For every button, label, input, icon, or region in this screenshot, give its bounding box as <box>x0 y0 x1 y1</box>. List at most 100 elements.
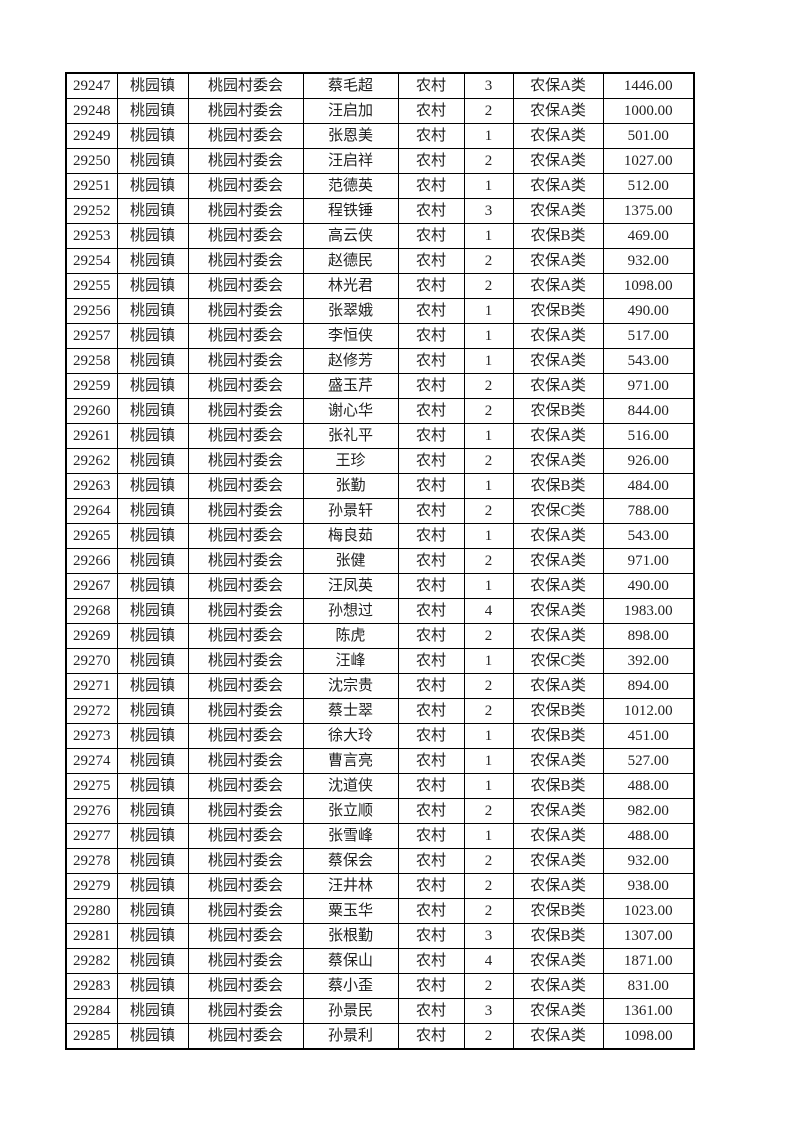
cell-village-committee: 桃园村委会 <box>187 773 304 799</box>
cell-record-id: 29268 <box>65 598 118 624</box>
cell-town: 桃园镇 <box>116 498 189 524</box>
cell-amount: 1000.00 <box>602 98 695 124</box>
cell-village-committee: 桃园村委会 <box>187 798 304 824</box>
cell-person-name: 张雪峰 <box>302 823 399 849</box>
cell-household-type: 农村 <box>397 148 465 174</box>
cell-person-name: 张礼平 <box>302 423 399 449</box>
cell-person-name: 蔡保山 <box>302 948 399 974</box>
cell-village-committee: 桃园村委会 <box>187 923 304 949</box>
pension-table: 29247 桃园镇 桃园村委会 蔡毛超 农村 3 农保A类 1446.00 29248 桃园镇 桃园… <box>65 72 695 1050</box>
cell-person-count: 1 <box>463 748 514 774</box>
cell-amount: 1023.00 <box>602 898 695 924</box>
table-row: 29249 桃园镇 桃园村委会 张恩美 农村 1 农保A类 501.00 <box>65 123 695 149</box>
cell-household-type: 农村 <box>397 123 465 149</box>
cell-person-count: 1 <box>463 523 514 549</box>
cell-insurance-category: 农保A类 <box>512 948 604 974</box>
cell-village-committee: 桃园村委会 <box>187 148 304 174</box>
cell-person-count: 1 <box>463 473 514 499</box>
cell-record-id: 29277 <box>65 823 118 849</box>
cell-amount: 1361.00 <box>602 998 695 1024</box>
cell-household-type: 农村 <box>397 348 465 374</box>
cell-record-id: 29278 <box>65 848 118 874</box>
table-row: 29273 桃园镇 桃园村委会 徐大玲 农村 1 农保B类 451.00 <box>65 723 695 749</box>
cell-household-type: 农村 <box>397 523 465 549</box>
cell-record-id: 29281 <box>65 923 118 949</box>
cell-town: 桃园镇 <box>116 148 189 174</box>
table-row: 29264 桃园镇 桃园村委会 孙景轩 农村 2 农保C类 788.00 <box>65 498 695 524</box>
cell-village-committee: 桃园村委会 <box>187 573 304 599</box>
cell-amount: 543.00 <box>602 348 695 374</box>
table-row: 29252 桃园镇 桃园村委会 程铁锤 农村 3 农保A类 1375.00 <box>65 198 695 224</box>
cell-record-id: 29265 <box>65 523 118 549</box>
cell-amount: 1307.00 <box>602 923 695 949</box>
cell-person-count: 2 <box>463 148 514 174</box>
cell-amount: 932.00 <box>602 848 695 874</box>
cell-person-name: 张翠娥 <box>302 298 399 324</box>
cell-record-id: 29252 <box>65 198 118 224</box>
cell-household-type: 农村 <box>397 98 465 124</box>
cell-person-name: 沈道侠 <box>302 773 399 799</box>
cell-household-type: 农村 <box>397 573 465 599</box>
cell-village-committee: 桃园村委会 <box>187 898 304 924</box>
table-row: 29262 桃园镇 桃园村委会 王珍 农村 2 农保A类 926.00 <box>65 448 695 474</box>
cell-town: 桃园镇 <box>116 198 189 224</box>
cell-record-id: 29249 <box>65 123 118 149</box>
cell-insurance-category: 农保A类 <box>512 98 604 124</box>
cell-household-type: 农村 <box>397 173 465 199</box>
cell-insurance-category: 农保A类 <box>512 173 604 199</box>
cell-household-type: 农村 <box>397 223 465 249</box>
cell-person-count: 2 <box>463 398 514 424</box>
cell-insurance-category: 农保B类 <box>512 398 604 424</box>
cell-record-id: 29273 <box>65 723 118 749</box>
cell-insurance-category: 农保A类 <box>512 523 604 549</box>
cell-amount: 490.00 <box>602 298 695 324</box>
cell-person-name: 孙想过 <box>302 598 399 624</box>
cell-town: 桃园镇 <box>116 948 189 974</box>
cell-town: 桃园镇 <box>116 398 189 424</box>
cell-town: 桃园镇 <box>116 98 189 124</box>
cell-record-id: 29267 <box>65 573 118 599</box>
cell-record-id: 29254 <box>65 248 118 274</box>
cell-amount: 932.00 <box>602 248 695 274</box>
cell-person-count: 1 <box>463 223 514 249</box>
cell-household-type: 农村 <box>397 1023 465 1050</box>
cell-village-committee: 桃园村委会 <box>187 423 304 449</box>
cell-town: 桃园镇 <box>116 898 189 924</box>
cell-person-count: 2 <box>463 698 514 724</box>
cell-village-committee: 桃园村委会 <box>187 223 304 249</box>
table-row: 29278 桃园镇 桃园村委会 蔡保会 农村 2 农保A类 932.00 <box>65 848 695 874</box>
cell-person-name: 赵德民 <box>302 248 399 274</box>
cell-record-id: 29256 <box>65 298 118 324</box>
cell-amount: 488.00 <box>602 773 695 799</box>
cell-record-id: 29276 <box>65 798 118 824</box>
cell-village-committee: 桃园村委会 <box>187 973 304 999</box>
cell-village-committee: 桃园村委会 <box>187 323 304 349</box>
cell-person-count: 3 <box>463 923 514 949</box>
cell-person-count: 3 <box>463 72 514 99</box>
cell-person-count: 1 <box>463 773 514 799</box>
cell-amount: 527.00 <box>602 748 695 774</box>
cell-household-type: 农村 <box>397 848 465 874</box>
cell-household-type: 农村 <box>397 873 465 899</box>
cell-person-name: 蔡士翠 <box>302 698 399 724</box>
cell-person-name: 汪启祥 <box>302 148 399 174</box>
table-row: 29266 桃园镇 桃园村委会 张健 农村 2 农保A类 971.00 <box>65 548 695 574</box>
cell-village-committee: 桃园村委会 <box>187 498 304 524</box>
cell-town: 桃园镇 <box>116 248 189 274</box>
cell-record-id: 29279 <box>65 873 118 899</box>
cell-person-name: 张立顺 <box>302 798 399 824</box>
cell-insurance-category: 农保A类 <box>512 848 604 874</box>
cell-person-name: 汪凤英 <box>302 573 399 599</box>
cell-person-count: 2 <box>463 1023 514 1050</box>
cell-household-type: 农村 <box>397 698 465 724</box>
cell-insurance-category: 农保A类 <box>512 823 604 849</box>
cell-record-id: 29283 <box>65 973 118 999</box>
table-row: 29285 桃园镇 桃园村委会 孙景利 农村 2 农保A类 1098.00 <box>65 1023 695 1050</box>
table-row: 29274 桃园镇 桃园村委会 曹言亮 农村 1 农保A类 527.00 <box>65 748 695 774</box>
cell-record-id: 29261 <box>65 423 118 449</box>
cell-insurance-category: 农保B类 <box>512 698 604 724</box>
cell-town: 桃园镇 <box>116 623 189 649</box>
cell-record-id: 29260 <box>65 398 118 424</box>
cell-town: 桃园镇 <box>116 723 189 749</box>
